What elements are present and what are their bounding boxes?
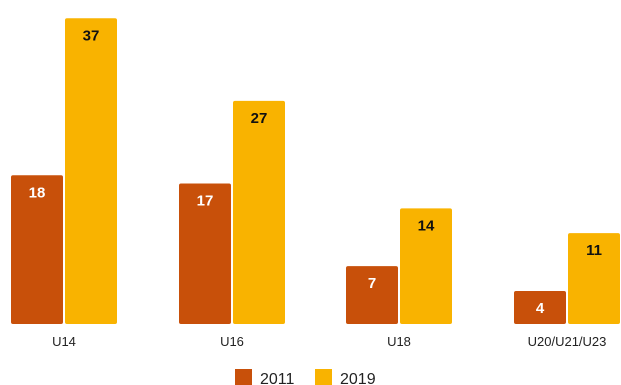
bar-2019-U20/U21/U23 xyxy=(568,233,620,324)
data-label-2019-U20/U21/U23: 11 xyxy=(586,242,602,259)
category-labels-group: U14 U16 U18 U20/U21/U23 xyxy=(52,334,606,349)
legend: 2011 2019 xyxy=(235,369,376,385)
data-label-2019-U16: 27 xyxy=(251,110,268,127)
category-label-U16: U16 xyxy=(220,334,244,349)
data-label-2011-U20/U21/U23: 4 xyxy=(536,300,545,317)
data-label-2011-U16: 17 xyxy=(197,193,214,210)
category-label-U14: U14 xyxy=(52,334,76,349)
category-label-U18: U18 xyxy=(387,334,411,349)
category-label-U20/U21/U23: U20/U21/U23 xyxy=(528,334,607,349)
bar-2019-U16 xyxy=(233,100,285,324)
bar-labels-group: 18 37 17 27 7 14 4 11 xyxy=(29,27,602,317)
data-label-2019-U18: 14 xyxy=(418,217,435,234)
bars-group xyxy=(11,18,620,325)
bar-2011-U14 xyxy=(11,175,63,324)
legend-label-2019: 2019 xyxy=(340,371,376,385)
legend-label-2011: 2011 xyxy=(260,371,295,385)
legend-swatch-2011 xyxy=(235,369,252,385)
bar-2019-U14 xyxy=(65,18,117,325)
data-label-2011-U14: 18 xyxy=(29,184,46,201)
bar-2011-U20/U21/U23 xyxy=(514,290,566,324)
data-label-2019-U14: 37 xyxy=(83,27,100,44)
bar-2011-U18 xyxy=(346,266,398,324)
legend-swatch-2019 xyxy=(315,369,332,385)
bar-2019-U18 xyxy=(400,208,452,324)
data-label-2011-U18: 7 xyxy=(368,275,376,292)
bar-2011-U16 xyxy=(179,183,231,324)
